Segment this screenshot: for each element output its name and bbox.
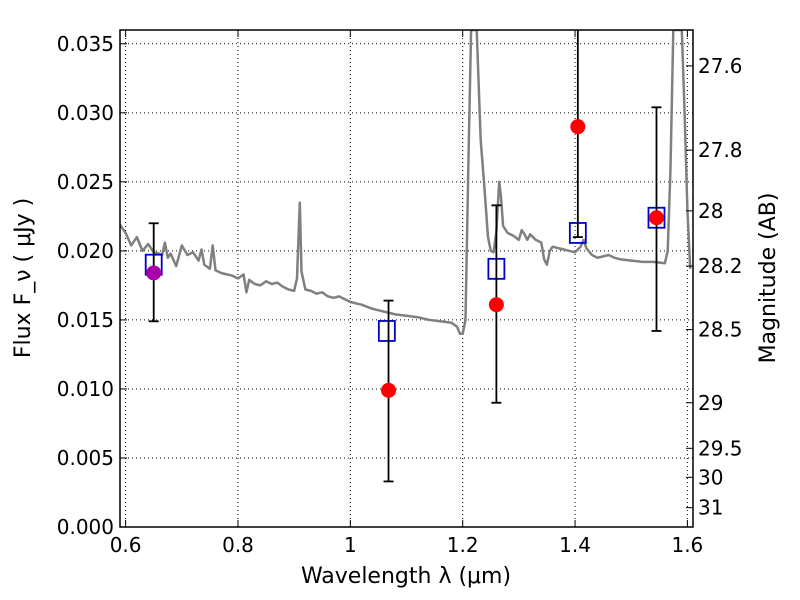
y-tick-label: 0.005 bbox=[57, 446, 114, 470]
x-axis-title: Wavelength λ (μm) bbox=[301, 564, 511, 589]
x-tick-label: 1.2 bbox=[447, 533, 479, 557]
observed-flux-point bbox=[648, 210, 664, 226]
y-right-tick-label: 31 bbox=[698, 496, 723, 520]
observed-flux-point bbox=[381, 382, 397, 398]
x-tick-label: 1.4 bbox=[559, 533, 591, 557]
y-tick-label: 0.015 bbox=[57, 308, 114, 332]
y-tick-label: 0.010 bbox=[57, 377, 114, 401]
y-tick-label: 0.025 bbox=[57, 170, 114, 194]
y-right-tick-label: 27.6 bbox=[698, 54, 743, 78]
plot-frame bbox=[119, 29, 694, 528]
model-spectrum-line bbox=[120, 30, 692, 335]
y-right-tick-label: 30 bbox=[698, 465, 723, 489]
y-tick-label: 0.000 bbox=[57, 515, 114, 539]
y-tick-label: 0.035 bbox=[57, 32, 114, 56]
y-right-tick-label: 28 bbox=[698, 199, 723, 223]
x-tick-label: 1 bbox=[344, 533, 357, 557]
y-right-tick-label: 27.8 bbox=[698, 138, 743, 162]
y-right-tick-label: 28.2 bbox=[698, 254, 743, 278]
observed-flux-point bbox=[146, 265, 162, 281]
x-tick-label: 0.8 bbox=[222, 533, 254, 557]
model-photometry-square bbox=[377, 320, 396, 342]
y-right-tick-label: 28.5 bbox=[698, 318, 743, 342]
observed-flux-point bbox=[488, 297, 504, 313]
y-right-tick-label: 29 bbox=[698, 391, 723, 415]
x-tick-label: 1.6 bbox=[671, 533, 703, 557]
y-tick-label: 0.020 bbox=[57, 239, 114, 263]
axis-ticks: 0.6 0.8 1 1.2 1.4 1.6 0.000 0.005 0.010 0.015 0.02… bbox=[57, 30, 743, 557]
plot-area bbox=[120, 30, 692, 335]
y-right-tick-label: 29.5 bbox=[698, 436, 743, 460]
x-tick-label: 0.6 bbox=[110, 533, 142, 557]
y-tick-label: 0.030 bbox=[57, 101, 114, 125]
y-axis-right-title: Magnitude (AB) bbox=[756, 193, 781, 364]
observed-flux-point bbox=[570, 119, 586, 135]
data-markers bbox=[144, 30, 666, 483]
y-axis-title: Flux F_ν ( μJy ) bbox=[11, 198, 36, 358]
